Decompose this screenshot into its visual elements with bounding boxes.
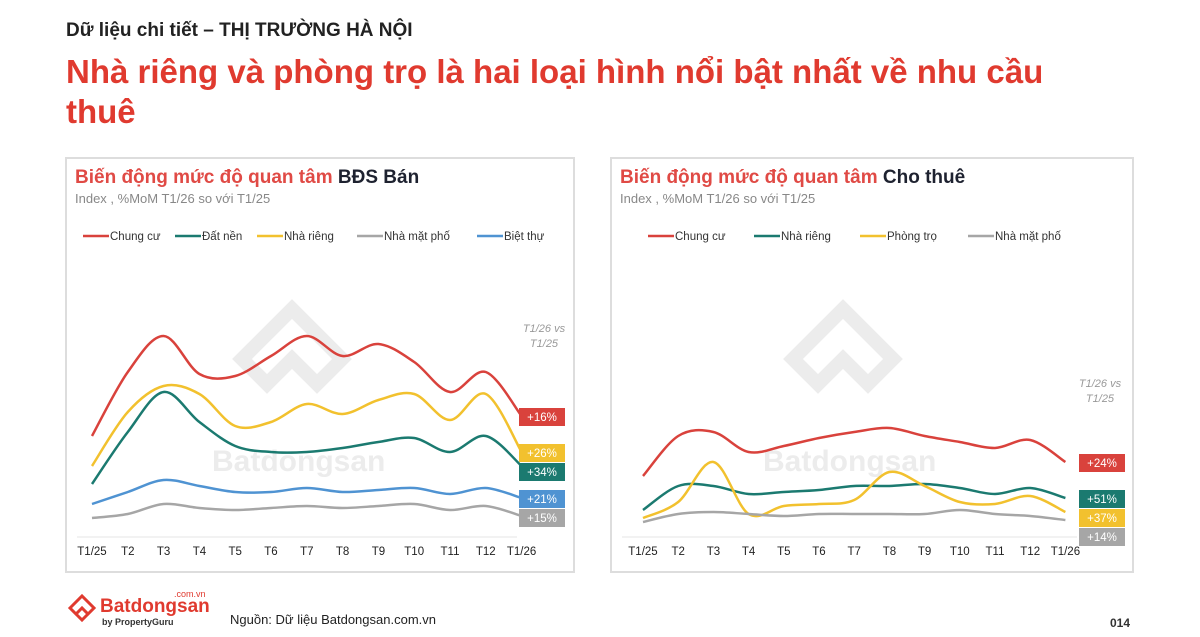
- series-line-Nhà mặt phố: [642, 508, 1066, 524]
- change-badge: [519, 463, 565, 481]
- watermark-icon: [783, 299, 903, 394]
- change-badge: [1079, 528, 1125, 546]
- x-tick-label: T6: [264, 546, 277, 558]
- x-tick-label: T1/26: [507, 546, 536, 558]
- watermark-text: Batdongsan: [212, 445, 385, 478]
- source-note: Nguồn: Dữ liệu Batdongsan.com.vn: [230, 612, 436, 627]
- x-tick-label: T5: [228, 546, 241, 558]
- section-label: Dữ liệu chi tiết – THỊ TRƯỜNG HÀ NỘI: [66, 20, 413, 41]
- legend-label: Chung cư: [110, 231, 161, 243]
- x-tick-label: T4: [742, 546, 756, 558]
- series-line-Biệt thự: [91, 478, 522, 506]
- x-tick-label: T1/25: [628, 546, 657, 558]
- logo-icon: [67, 593, 97, 622]
- x-tick-label: T6: [812, 546, 825, 558]
- change-badge-label: +16%: [527, 412, 557, 424]
- change-badge-label: +21%: [527, 494, 557, 506]
- x-tick-label: T7: [847, 546, 860, 558]
- chart-sale: Batdongsan Chung cư Đất nền Nhà riêng Nhà mặ…: [77, 231, 566, 558]
- change-badge: [519, 509, 565, 527]
- x-tick-label: T11: [441, 546, 460, 558]
- legend-label: Nhà mặt phố: [384, 231, 450, 243]
- change-badge-label: +15%: [527, 513, 557, 525]
- change-badge-label: +37%: [1087, 513, 1117, 525]
- x-tick-label: T5: [777, 546, 790, 558]
- annotation-header: T1/26 vs: [1079, 378, 1122, 390]
- change-badge-label: +51%: [1087, 494, 1117, 506]
- annotation-header: T1/26 vs: [523, 323, 566, 335]
- change-badge-label: +26%: [527, 448, 557, 460]
- series-line-Phòng trọ: [642, 460, 1066, 520]
- series-line-Chung cư: [642, 426, 1067, 477]
- x-tick-label: T10: [950, 546, 970, 558]
- series-line-Nhà riêng: [90, 383, 523, 467]
- x-tick-label: T8: [336, 546, 349, 558]
- legend-label: Chung cư: [675, 231, 726, 243]
- legend-label: Nhà riêng: [284, 231, 334, 243]
- x-tick-label: T1/25: [77, 546, 106, 558]
- x-tick-label: T10: [404, 546, 424, 558]
- change-badge: [519, 444, 565, 462]
- x-tick-label: T9: [918, 546, 931, 558]
- x-tick-label: T2: [121, 546, 134, 558]
- series-line-Nhà riêng: [642, 482, 1066, 512]
- legend-label: Nhà mặt phố: [995, 231, 1061, 243]
- change-badge: [1079, 490, 1125, 508]
- annotation-header: T1/25: [530, 338, 559, 350]
- x-tick-label: T3: [707, 546, 720, 558]
- x-tick-label: T12: [476, 546, 496, 558]
- annotation-header: T1/25: [1086, 393, 1115, 405]
- change-badge: [519, 490, 565, 508]
- chart-panel-rent: Biến động mức độ quan tâm Cho thuê Index…: [610, 157, 1134, 573]
- watermark-icon: [232, 299, 352, 394]
- change-badge: [1079, 509, 1125, 527]
- change-badge-label: +14%: [1087, 532, 1117, 544]
- chart-subtitle: Index , %MoM T1/26 so với T1/25: [620, 191, 816, 206]
- series-line-Nhà mặt phố: [91, 502, 522, 520]
- chart-rent: Batdongsan Chung cư Nhà riêng Phòng trọ Nhà …: [622, 231, 1125, 558]
- chart-title: Biến động mức độ quan tâm Cho thuê: [620, 167, 966, 188]
- x-tick-label: T7: [300, 546, 313, 558]
- chart-panel-sale: Biến động mức độ quan tâm BĐS Bán Index …: [65, 157, 575, 573]
- x-tick-label: T3: [157, 546, 170, 558]
- legend-label: Nhà riêng: [781, 231, 831, 243]
- legend-label: Đất nền: [202, 231, 242, 243]
- x-tick-label: T9: [372, 546, 385, 558]
- series-line-Chung cư: [90, 334, 523, 437]
- x-tick-label: T4: [193, 546, 207, 558]
- page-title: Nhà riêng và phòng trọ là hai loại hình …: [66, 53, 1044, 130]
- change-badge-label: +34%: [527, 467, 557, 479]
- x-tick-label: T12: [1020, 546, 1040, 558]
- x-tick-label: T1/26: [1051, 546, 1080, 558]
- change-badge: [519, 408, 565, 426]
- chart-subtitle: Index , %MoM T1/26 so với T1/25: [75, 191, 271, 206]
- legend-label: Biệt thự: [504, 231, 545, 243]
- legend-label: Phòng trọ: [887, 231, 937, 243]
- series-line-Đất nền: [90, 390, 523, 485]
- change-badge-label: +24%: [1087, 458, 1117, 470]
- x-tick-label: T11: [986, 546, 1005, 558]
- watermark-text: Batdongsan: [763, 445, 936, 478]
- page-number: 014: [1110, 616, 1131, 630]
- x-tick-label: T8: [883, 546, 896, 558]
- chart-title: Biến động mức độ quan tâm BĐS Bán: [75, 167, 420, 188]
- x-tick-label: T2: [671, 546, 684, 558]
- change-badge: [1079, 454, 1125, 472]
